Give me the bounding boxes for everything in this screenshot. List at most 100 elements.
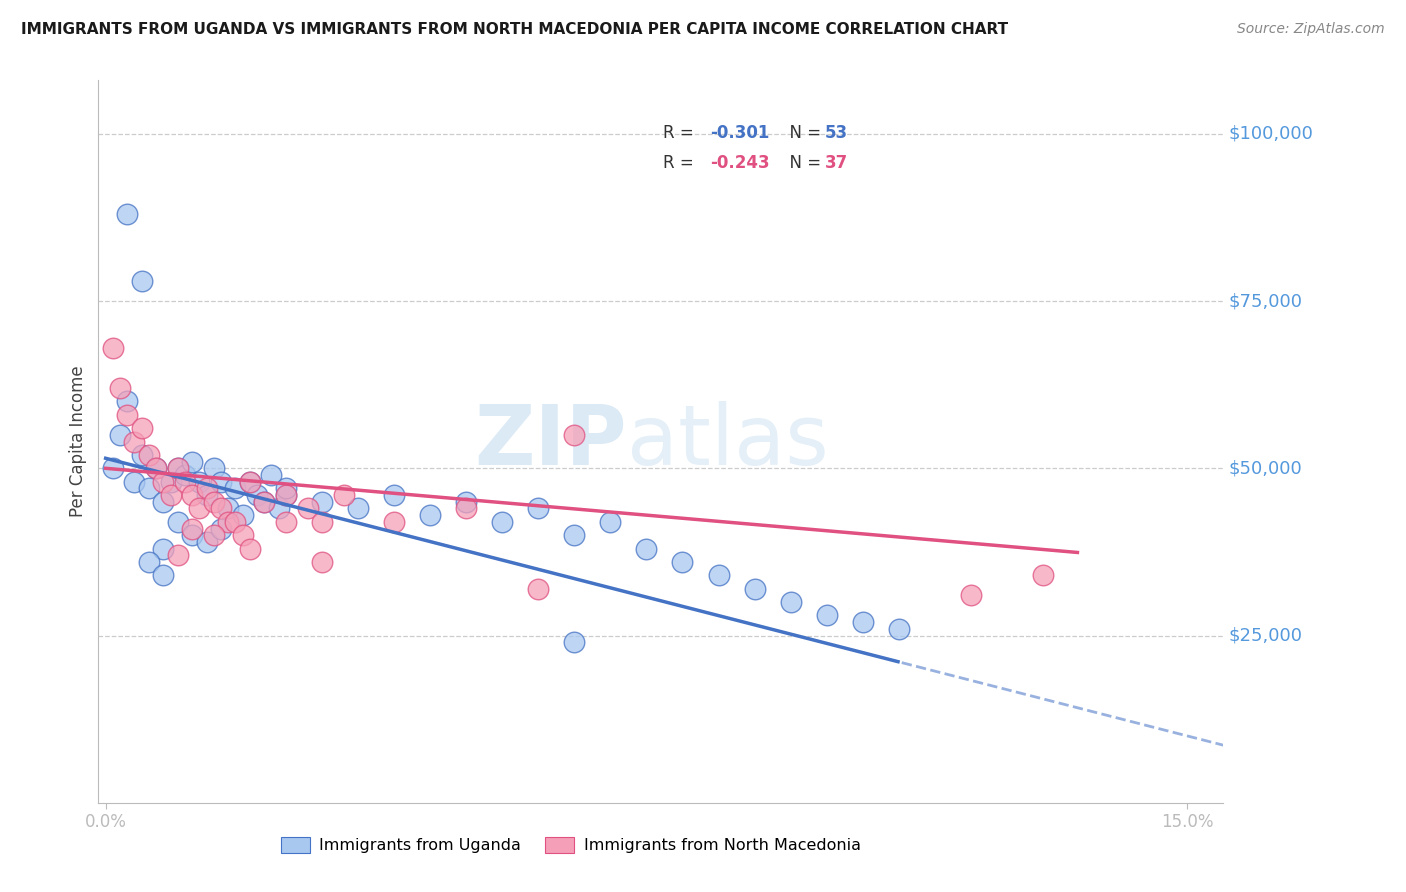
Point	[188, 475, 211, 489]
Text: N =: N =	[779, 124, 827, 142]
Point	[124, 475, 146, 489]
Point	[253, 494, 276, 508]
Text: N =: N =	[779, 153, 827, 171]
Point	[138, 482, 160, 496]
Point	[815, 608, 838, 623]
Point	[101, 461, 124, 475]
Point	[239, 541, 262, 556]
Text: $50,000: $50,000	[1229, 459, 1302, 477]
Point	[347, 501, 370, 516]
Point	[117, 207, 139, 221]
Point	[174, 467, 197, 482]
Point	[152, 568, 174, 582]
Point	[209, 501, 232, 516]
Y-axis label: Per Capita Income: Per Capita Income	[69, 366, 87, 517]
Point	[232, 528, 254, 542]
Point	[599, 515, 621, 529]
Point	[145, 461, 167, 475]
Point	[131, 448, 153, 462]
Text: R =: R =	[664, 124, 699, 142]
Point	[131, 274, 153, 288]
Point	[456, 501, 478, 516]
Point	[152, 494, 174, 508]
Point	[382, 488, 405, 502]
Point	[419, 508, 441, 523]
Legend: Immigrants from Uganda, Immigrants from North Macedonia: Immigrants from Uganda, Immigrants from …	[274, 830, 868, 860]
Point	[195, 534, 218, 549]
Point	[217, 501, 239, 516]
Point	[887, 622, 910, 636]
Point	[239, 475, 262, 489]
Point	[209, 521, 232, 535]
Point	[166, 548, 188, 563]
Point	[311, 555, 333, 569]
Point	[311, 515, 333, 529]
Text: $100,000: $100,000	[1229, 125, 1313, 143]
Text: R =: R =	[664, 153, 699, 171]
Point	[217, 515, 239, 529]
Point	[124, 434, 146, 449]
Point	[131, 421, 153, 435]
Point	[166, 515, 188, 529]
Point	[491, 515, 513, 529]
Point	[188, 501, 211, 516]
Point	[224, 515, 246, 529]
Point	[202, 461, 225, 475]
Point	[108, 381, 131, 395]
Point	[181, 528, 204, 542]
Point	[232, 508, 254, 523]
Text: 37: 37	[825, 153, 848, 171]
Point	[166, 461, 188, 475]
Point	[152, 475, 174, 489]
Point	[181, 488, 204, 502]
Text: $75,000: $75,000	[1229, 292, 1303, 310]
Point	[1032, 568, 1054, 582]
Point	[382, 515, 405, 529]
Point	[108, 427, 131, 442]
Text: -0.243: -0.243	[710, 153, 769, 171]
Point	[636, 541, 658, 556]
Point	[260, 467, 283, 482]
Point	[562, 427, 585, 442]
Point	[195, 488, 218, 502]
Point	[274, 515, 297, 529]
Point	[209, 475, 232, 489]
Text: $25,000: $25,000	[1229, 626, 1303, 645]
Point	[138, 555, 160, 569]
Point	[456, 494, 478, 508]
Point	[117, 408, 139, 422]
Point	[562, 635, 585, 649]
Point	[960, 589, 983, 603]
Point	[159, 488, 181, 502]
Text: IMMIGRANTS FROM UGANDA VS IMMIGRANTS FROM NORTH MACEDONIA PER CAPITA INCOME CORR: IMMIGRANTS FROM UGANDA VS IMMIGRANTS FRO…	[21, 22, 1008, 37]
Point	[152, 541, 174, 556]
Text: atlas: atlas	[627, 401, 828, 482]
Text: ZIP: ZIP	[475, 401, 627, 482]
Point	[202, 528, 225, 542]
Point	[311, 494, 333, 508]
Point	[246, 488, 269, 502]
Point	[332, 488, 354, 502]
Point	[707, 568, 730, 582]
Point	[562, 528, 585, 542]
Text: 53: 53	[825, 124, 848, 142]
Point	[181, 454, 204, 469]
Point	[274, 488, 297, 502]
Point	[166, 461, 188, 475]
Point	[253, 494, 276, 508]
Point	[202, 494, 225, 508]
Point	[117, 394, 139, 409]
Point	[138, 448, 160, 462]
Point	[195, 482, 218, 496]
Point	[274, 488, 297, 502]
Point	[527, 501, 550, 516]
Point	[779, 595, 801, 609]
Point	[671, 555, 693, 569]
Point	[267, 501, 290, 516]
Text: -0.301: -0.301	[710, 124, 769, 142]
Point	[224, 482, 246, 496]
Point	[145, 461, 167, 475]
Point	[744, 582, 766, 596]
Point	[159, 475, 181, 489]
Point	[181, 521, 204, 535]
